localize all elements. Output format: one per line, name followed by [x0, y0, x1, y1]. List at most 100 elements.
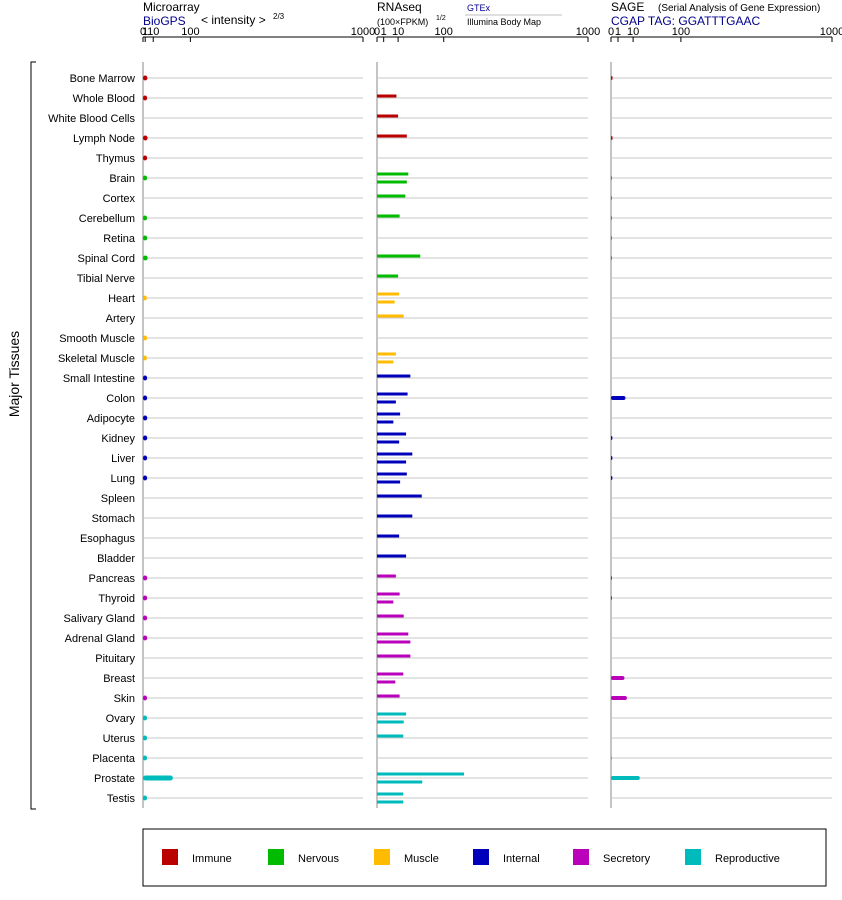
- bar: [143, 135, 148, 141]
- tissue-label: Smooth Muscle: [59, 333, 135, 345]
- bar: [143, 635, 148, 641]
- tissue-label: Thyroid: [98, 593, 135, 605]
- bar: [143, 695, 148, 701]
- bar: [377, 432, 407, 436]
- bar: [377, 440, 400, 444]
- tissue-labels: Bone Marrow Whole Blood White Blood Cells L…: [30, 61, 136, 810]
- tissue-label: Spinal Cord: [78, 253, 135, 265]
- legend-label: Immune: [192, 853, 232, 865]
- bar: [611, 456, 613, 460]
- x-tick-label: 10: [627, 26, 639, 38]
- bar: [377, 314, 404, 318]
- legend-label: Secretory: [603, 853, 651, 865]
- tissue-label: Salivary Gland: [63, 613, 135, 625]
- bar: [377, 614, 404, 618]
- bar: [611, 436, 613, 440]
- x-tick-label: 1000: [820, 26, 842, 38]
- tissue-label: Testis: [107, 793, 136, 805]
- bar: [143, 415, 148, 421]
- bar: [377, 654, 411, 658]
- bar: [143, 355, 147, 361]
- bar: [611, 136, 613, 140]
- bar: [143, 175, 148, 181]
- bar: [611, 576, 612, 580]
- bar: [377, 772, 464, 776]
- bar: [611, 696, 627, 700]
- bar: [377, 392, 408, 396]
- tissue-label: Skeletal Muscle: [58, 353, 135, 365]
- bar: [611, 216, 612, 220]
- bar: [377, 632, 409, 636]
- bar: [143, 75, 148, 81]
- bar: [377, 180, 407, 184]
- tissue-label: Brain: [109, 173, 135, 185]
- bar: [377, 300, 395, 304]
- panel-sage: SAGE (Serial Analysis of Gene Expression)…: [608, 0, 842, 808]
- bar: [377, 194, 406, 198]
- tissue-label: Cerebellum: [79, 213, 135, 225]
- panel-source-top: GTEx: [467, 3, 491, 13]
- legend-item-secretory: Secretory: [573, 849, 651, 865]
- tissue-label: Bone Marrow: [70, 73, 135, 85]
- bar: [377, 452, 413, 456]
- legend-item-reproductive: Reproductive: [685, 849, 780, 865]
- legend-swatch: [374, 849, 390, 865]
- bar: [143, 215, 148, 221]
- bar: [377, 720, 404, 724]
- tissue-label: Tibial Nerve: [77, 273, 135, 285]
- x-tick-label: 1000: [351, 26, 375, 38]
- bar: [611, 756, 612, 760]
- x-tick-label: 0: [374, 26, 380, 38]
- x-tick-label: 10: [392, 26, 404, 38]
- tissue-bracket: [30, 61, 36, 810]
- tissue-label: Breast: [103, 673, 135, 685]
- bar: [143, 775, 173, 781]
- bar: [377, 734, 404, 738]
- bar: [377, 694, 400, 698]
- bar: [377, 494, 422, 498]
- bar: [377, 254, 421, 258]
- tissue-label: Bladder: [97, 553, 135, 565]
- bar: [377, 412, 401, 416]
- legend-swatch: [685, 849, 701, 865]
- bar: [143, 295, 147, 301]
- bar: [143, 395, 148, 401]
- panel-source: CGAP TAG: GGATTTGAAC: [611, 14, 760, 28]
- bar: [377, 792, 404, 796]
- bar: [611, 776, 640, 780]
- tissue-label: Heart: [108, 293, 135, 305]
- y-axis-title: Major Tissues: [6, 331, 22, 417]
- tissue-label: Whole Blood: [73, 93, 135, 105]
- bar: [377, 640, 411, 644]
- tissue-label: Lymph Node: [73, 133, 135, 145]
- tissue-label: Small Intestine: [63, 373, 135, 385]
- legend-label: Internal: [503, 853, 540, 865]
- bar: [143, 235, 148, 241]
- tissue-label: Pancreas: [89, 573, 136, 585]
- bar: [611, 236, 612, 240]
- bar: [143, 475, 148, 481]
- bar: [611, 176, 612, 180]
- bar: [611, 676, 625, 680]
- bar: [377, 114, 399, 118]
- legend-item-internal: Internal: [473, 849, 540, 865]
- bar: [377, 460, 407, 464]
- bar: [611, 76, 613, 80]
- bar: [143, 755, 148, 761]
- bar: [377, 94, 397, 98]
- legend-item-muscle: Muscle: [374, 849, 439, 865]
- x-tick-label: 1: [381, 26, 387, 38]
- tissue-label: Lung: [111, 473, 135, 485]
- tissue-label: Stomach: [92, 513, 135, 525]
- panel-exponent: 2/3: [273, 12, 285, 21]
- tissue-label: Colon: [106, 393, 135, 405]
- legend: Immune Nervous Muscle Internal Secretory Repr…: [142, 828, 827, 887]
- x-tick-label: 1: [142, 26, 148, 38]
- tissue-label: Pituitary: [95, 653, 135, 665]
- bar: [377, 672, 404, 676]
- panel-source: BioGPS: [143, 14, 186, 28]
- tissue-label: Thymus: [96, 153, 136, 165]
